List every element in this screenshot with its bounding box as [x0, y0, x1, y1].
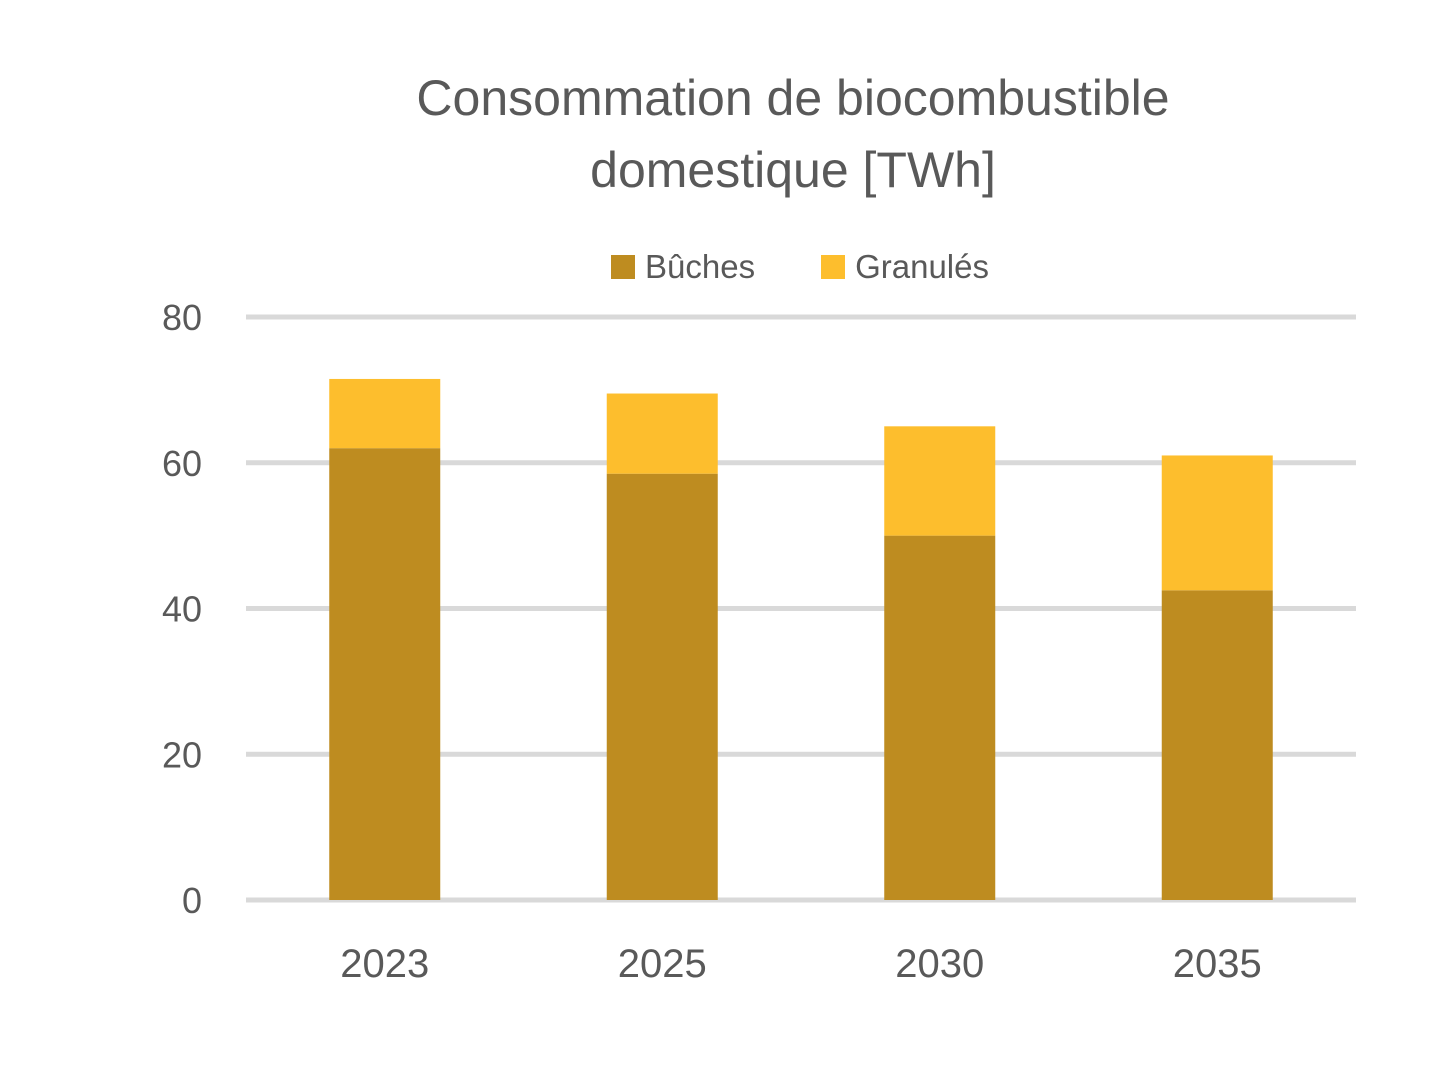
legend-item-buches: Bûches: [611, 248, 755, 286]
y-tick-label-40: 40: [162, 589, 202, 630]
bar-granules-2025: [606, 393, 718, 474]
x-tick-label-2035: 2035: [1173, 942, 1262, 986]
bar-granules-2035: [1161, 455, 1273, 591]
axis-labels: 0 20 40 60 80 2023 2025 2030 2035: [162, 297, 1262, 986]
legend-item-granules: Granulés: [821, 248, 989, 286]
chart-title: Consommation de biocombustible domestiqu…: [0, 62, 1446, 206]
x-tick-label-2023: 2023: [340, 942, 429, 986]
legend-swatch-granules: [821, 255, 846, 279]
bar-granules-2023: [329, 378, 441, 449]
bar-buches-2030: [884, 535, 996, 900]
x-tick-label-2025: 2025: [618, 942, 707, 986]
legend-label-buches: Bûches: [645, 248, 756, 285]
bar-granules-2030: [884, 426, 996, 536]
bar-buches-2035: [1161, 590, 1273, 900]
y-tick-label-80: 80: [162, 297, 202, 338]
chart-legend: Bûches Granulés: [0, 248, 1446, 286]
chart-title-line-2: domestique [TWh]: [590, 142, 996, 198]
legend-swatch-buches: [611, 255, 635, 279]
y-tick-label-60: 60: [162, 443, 202, 484]
x-tick-label-2030: 2030: [895, 942, 984, 986]
bar-buches-2025: [606, 473, 718, 900]
chart-title-line-1: Consommation de biocombustible: [416, 70, 1170, 126]
y-tick-label-0: 0: [182, 880, 202, 921]
y-tick-label-20: 20: [162, 734, 202, 775]
legend-label-granules: Granulés: [855, 248, 989, 285]
bars: [329, 378, 1273, 900]
bar-buches-2023: [329, 448, 441, 900]
